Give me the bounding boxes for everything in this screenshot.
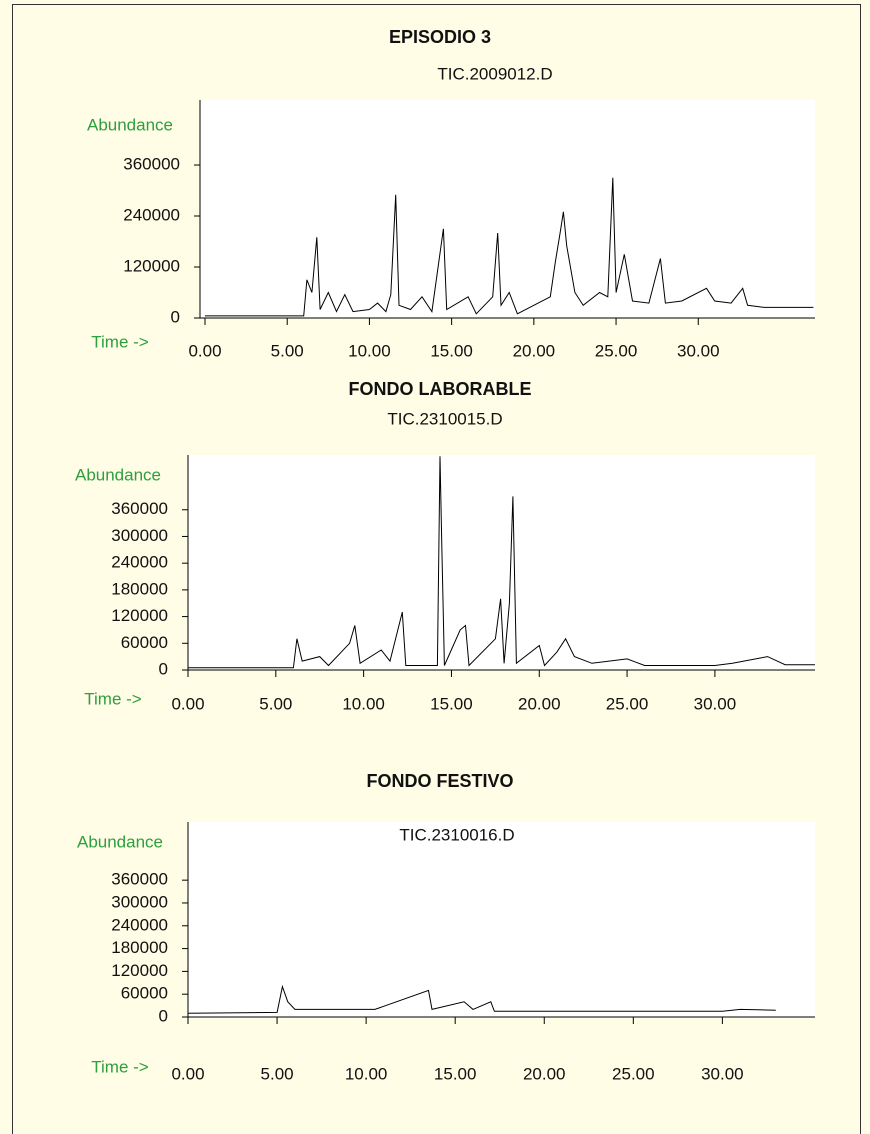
x-tick-label: 15.00 [430,341,473,360]
x-tick-label: 30.00 [701,1064,744,1083]
x-tick-label: 30.00 [694,694,737,713]
x-tick-label: 10.00 [345,1064,388,1083]
chart-subtitle: TIC.2009012.D [437,64,552,83]
data-line [188,456,815,669]
x-tick-label: 15.00 [434,1064,477,1083]
y-tick-label: 180000 [111,938,168,957]
y-tick-label: 300000 [111,526,168,545]
y-tick-label: 0 [159,1006,168,1025]
x-tick-label: 25.00 [612,1064,655,1083]
y-tick-label: 0 [159,659,168,678]
y-axis-label: Abundance [75,465,161,484]
y-tick-label: 120000 [123,256,180,275]
x-tick-label: 10.00 [348,341,391,360]
x-axis-label: Time -> [91,1057,149,1076]
x-tick-label: 0.00 [188,341,221,360]
x-tick-label: 15.00 [430,694,473,713]
plot-area [188,455,815,670]
y-tick-label: 360000 [111,499,168,518]
x-tick-label: 5.00 [259,694,292,713]
y-tick-label: 60000 [121,984,168,1003]
x-tick-label: 10.00 [342,694,385,713]
x-tick-label: 0.00 [171,1064,204,1083]
x-tick-label: 5.00 [261,1064,294,1083]
y-tick-label: 240000 [123,205,180,224]
y-tick-label: 360000 [111,870,168,889]
y-axis-label: Abundance [87,115,173,134]
y-tick-label: 360000 [123,155,180,174]
y-tick-label: 300000 [111,892,168,911]
chart-title: FONDO FESTIVO [366,771,513,791]
y-tick-label: 240000 [111,553,168,572]
x-tick-label: 20.00 [518,694,561,713]
chart-title: EPISODIO 3 [389,27,491,47]
chart-title: FONDO LABORABLE [349,379,532,399]
x-tick-label: 30.00 [677,341,720,360]
chart-subtitle: TIC.2310015.D [387,409,502,428]
x-tick-label: 0.00 [171,694,204,713]
y-axis-label: Abundance [77,832,163,851]
x-tick-label: 5.00 [271,341,304,360]
data-line [205,177,814,317]
x-tick-label: 25.00 [595,341,638,360]
y-tick-label: 0 [171,307,180,326]
x-tick-label: 20.00 [513,341,556,360]
data-line [187,984,776,1014]
plot-area [188,822,815,1017]
y-tick-label: 60000 [121,633,168,652]
x-axis-label: Time -> [84,689,142,708]
x-axis-label: Time -> [91,332,149,351]
y-tick-label: 120000 [111,961,168,980]
y-tick-label: 180000 [111,579,168,598]
plot-area [200,100,815,318]
x-tick-label: 25.00 [606,694,649,713]
y-tick-label: 240000 [111,915,168,934]
x-tick-label: 20.00 [523,1064,566,1083]
chart-subtitle: TIC.2310016.D [399,825,514,844]
y-tick-label: 120000 [111,606,168,625]
